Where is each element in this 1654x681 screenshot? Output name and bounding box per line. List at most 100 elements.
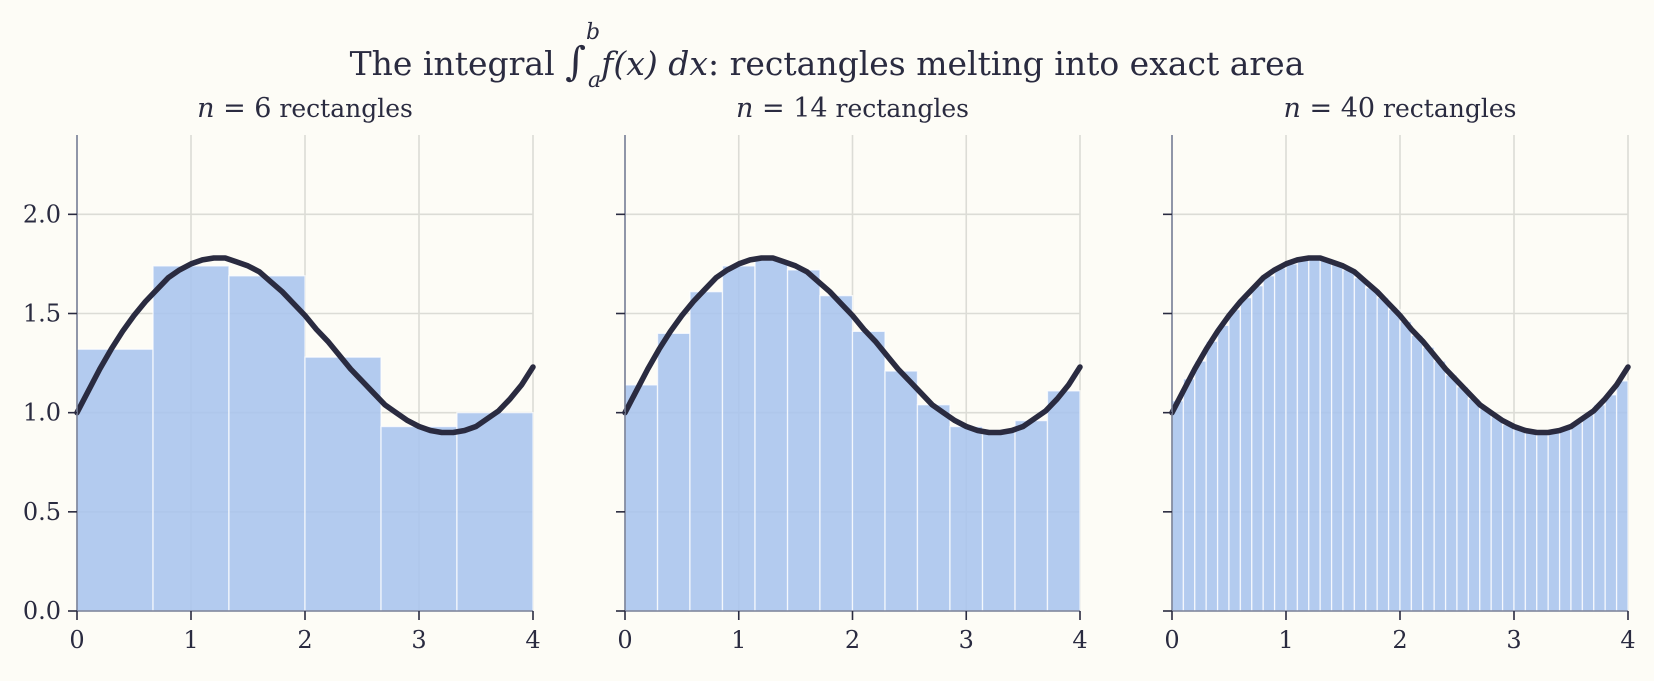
riemann-rectangle	[1558, 427, 1572, 612]
riemann-rectangle	[1171, 400, 1185, 612]
panel-title: n = 14 rectangles	[736, 93, 969, 124]
riemann-rectangle	[1319, 259, 1333, 612]
riemann-rectangle	[1467, 398, 1481, 612]
function-curve	[622, 255, 1083, 436]
panel-1: n = 6 rectangles 0.0 0.5 1.0 1.5 2.0 0 1 2 3 4	[23, 93, 541, 654]
panel-title-variable: n	[197, 93, 214, 124]
x-tick-label: 0	[1164, 626, 1179, 654]
riemann-rectangle	[981, 429, 1016, 612]
riemann-rectangle	[1205, 340, 1219, 612]
riemann-rectangle	[1046, 390, 1081, 612]
integral-upper-limit: b	[586, 20, 600, 45]
riemann-rectangle	[1593, 404, 1606, 612]
riemann-rectangle	[721, 265, 756, 612]
riemann-rectangle	[1433, 360, 1447, 612]
panel-title-word: rectangles	[828, 94, 969, 123]
x-tick-label: 4	[525, 626, 540, 654]
panel-title-equals: = 14	[753, 93, 827, 124]
riemann-rectangle	[1615, 380, 1629, 612]
riemann-rectangle	[786, 269, 821, 612]
riemann-rectangle	[949, 425, 984, 612]
x-tick-label: 0	[69, 626, 84, 654]
riemann-rectangle	[1353, 277, 1367, 612]
x-tick-label: 4	[1072, 626, 1087, 654]
y-tick-label: 1.5	[23, 300, 61, 328]
x-tick-label: 3	[1506, 626, 1521, 654]
y-tick-label: 1.0	[23, 399, 61, 427]
riemann-rectangle	[152, 265, 230, 612]
riemann-rectangle	[1365, 287, 1378, 612]
riemann-rectangle	[1422, 346, 1435, 612]
figure-title: The integral ∫b af(x) dx: rectangles melt…	[350, 20, 1305, 93]
riemann-rectangle	[1479, 408, 1492, 612]
riemann-rectangle	[1570, 421, 1584, 612]
panel-title-word: rectangles	[1375, 94, 1516, 123]
riemann-rectangle	[1194, 360, 1207, 612]
riemann-rectangle	[1536, 431, 1549, 612]
x-tick-label: 2	[845, 626, 860, 654]
riemann-rectangle	[916, 404, 951, 612]
x-tick-label: 4	[1620, 626, 1635, 654]
x-tick-label: 1	[183, 626, 198, 654]
riemann-rectangle	[1581, 413, 1595, 612]
riemann-rectangle	[1216, 324, 1230, 612]
y-tick-label: 0.0	[23, 597, 61, 625]
riemann-rectangle	[1387, 308, 1401, 612]
riemann-rectangle	[1285, 263, 1299, 612]
riemann-rectangle	[1376, 296, 1390, 612]
x-tick-label: 0	[617, 626, 632, 654]
riemann-rectangle	[1296, 259, 1310, 612]
riemann-rectangle	[1410, 334, 1424, 612]
integral-lower-limit: a	[588, 68, 601, 93]
panel-title: n = 6 rectangles	[197, 93, 413, 124]
riemann-rectangle	[754, 259, 789, 612]
x-tick-label: 3	[411, 626, 426, 654]
riemann-rectangle	[1524, 431, 1538, 612]
function-curve	[74, 255, 536, 436]
x-tick-label: 2	[1392, 626, 1407, 654]
function-curve	[1169, 255, 1631, 436]
panel-title-word: rectangles	[271, 94, 412, 123]
x-tick-label: 3	[959, 626, 974, 654]
panel-title: n = 40 rectangles	[1284, 93, 1517, 124]
riemann-rectangle	[819, 294, 854, 612]
riemann-rectangle	[884, 370, 919, 612]
riemann-rectangle	[1342, 269, 1356, 612]
panel-title-equals: = 6	[215, 93, 272, 124]
panel-3: n = 40 rectangles 0 1 2 3 4	[1163, 93, 1636, 654]
riemann-rectangle	[1399, 320, 1413, 612]
riemann-rectangle	[380, 425, 458, 612]
riemann-rectangle	[1604, 394, 1618, 612]
y-tick-label: 2.0	[23, 200, 61, 228]
riemann-rectangle	[1273, 267, 1287, 612]
riemann-rectangle	[1239, 296, 1253, 612]
riemann-rectangle	[1501, 423, 1515, 612]
riemann-rectangle	[228, 275, 306, 612]
riemann-rectangle	[1228, 308, 1242, 612]
riemann-rectangle	[1014, 419, 1049, 612]
riemann-rectangle	[1308, 257, 1321, 612]
riemann-rectangle	[689, 291, 724, 612]
y-tick-label: 0.5	[23, 498, 61, 526]
riemann-rectangle	[1456, 386, 1470, 612]
riemann-rectangle	[1251, 285, 1264, 612]
riemann-rectangle	[851, 330, 886, 612]
integrand: f(x) dx	[598, 44, 708, 83]
x-tick-label: 1	[731, 626, 746, 654]
panel-2: n = 14 rectangles 0 1 2 3 4	[616, 93, 1088, 654]
riemann-rectangle	[1513, 427, 1527, 612]
panel-title-equals: = 40	[1301, 93, 1375, 124]
riemann-rectangle	[304, 356, 382, 612]
riemann-rectangle	[1490, 415, 1504, 612]
title-prefix: The integral	[350, 44, 566, 83]
riemann-rectangle	[1262, 275, 1276, 612]
panel-title-variable: n	[736, 93, 753, 124]
x-tick-label: 1	[1278, 626, 1293, 654]
riemann-rectangle	[456, 412, 534, 612]
panel-title-variable: n	[1284, 93, 1301, 124]
title-suffix: : rectangles melting into exact area	[708, 44, 1304, 83]
riemann-rectangle	[1330, 263, 1344, 612]
riemann-rectangle	[624, 384, 659, 612]
